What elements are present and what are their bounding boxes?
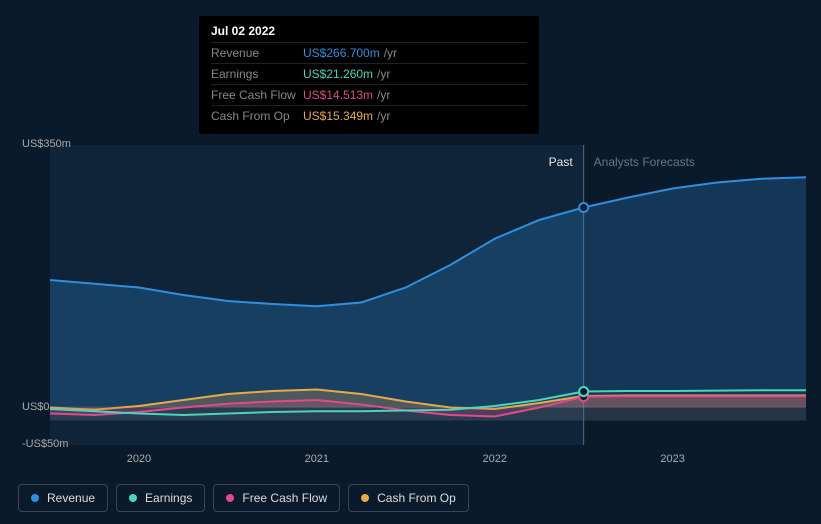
legend-dot-icon [226,494,234,502]
earnings-chart[interactable]: US$350mUS$0-US$50m2020202120222023PastAn… [18,125,806,445]
tooltip-row: EarningsUS$21.260m/yr [211,63,527,84]
tooltip-unit: /yr [384,46,397,60]
forecast-label: Analysts Forecasts [594,155,695,169]
legend-dot-icon [361,494,369,502]
tooltip-value: US$14.513m [303,88,373,102]
chart-legend: Revenue Earnings Free Cash Flow Cash From O… [18,484,469,512]
tooltip-value: US$21.260m [303,67,373,81]
past-label: Past [549,155,573,169]
legend-dot-icon [31,494,39,502]
legend-label: Free Cash Flow [242,491,327,505]
legend-item-cash-from-op[interactable]: Cash From Op [348,484,469,512]
tooltip-unit: /yr [377,109,390,123]
tooltip-value: US$266.700m [303,46,380,60]
x-axis-label: 2022 [482,453,506,465]
legend-label: Cash From Op [377,491,456,505]
x-axis-label: 2021 [305,453,329,465]
legend-item-earnings[interactable]: Earnings [116,484,205,512]
tooltip-label: Revenue [211,46,303,60]
legend-label: Earnings [145,491,192,505]
tooltip-label: Earnings [211,67,303,81]
y-axis-label: US$350m [22,138,71,150]
tooltip-label: Free Cash Flow [211,88,303,102]
legend-dot-icon [129,494,137,502]
tooltip-unit: /yr [377,67,390,81]
tooltip-row: Cash From OpUS$15.349m/yr [211,105,527,126]
x-axis-label: 2023 [660,453,684,465]
tooltip-date: Jul 02 2022 [211,24,527,42]
y-axis-label: -US$50m [22,438,68,450]
tooltip-label: Cash From Op [211,109,303,123]
chart-tooltip: Jul 02 2022 RevenueUS$266.700m/yrEarning… [199,16,539,134]
tooltip-unit: /yr [377,88,390,102]
x-axis-label: 2020 [127,453,151,465]
tooltip-value: US$15.349m [303,109,373,123]
y-axis-label: US$0 [22,401,50,413]
tooltip-row: RevenueUS$266.700m/yr [211,42,527,63]
chart-svg [18,125,806,445]
legend-label: Revenue [47,491,95,505]
legend-item-free-cash-flow[interactable]: Free Cash Flow [213,484,340,512]
legend-item-revenue[interactable]: Revenue [18,484,108,512]
tooltip-row: Free Cash FlowUS$14.513m/yr [211,84,527,105]
